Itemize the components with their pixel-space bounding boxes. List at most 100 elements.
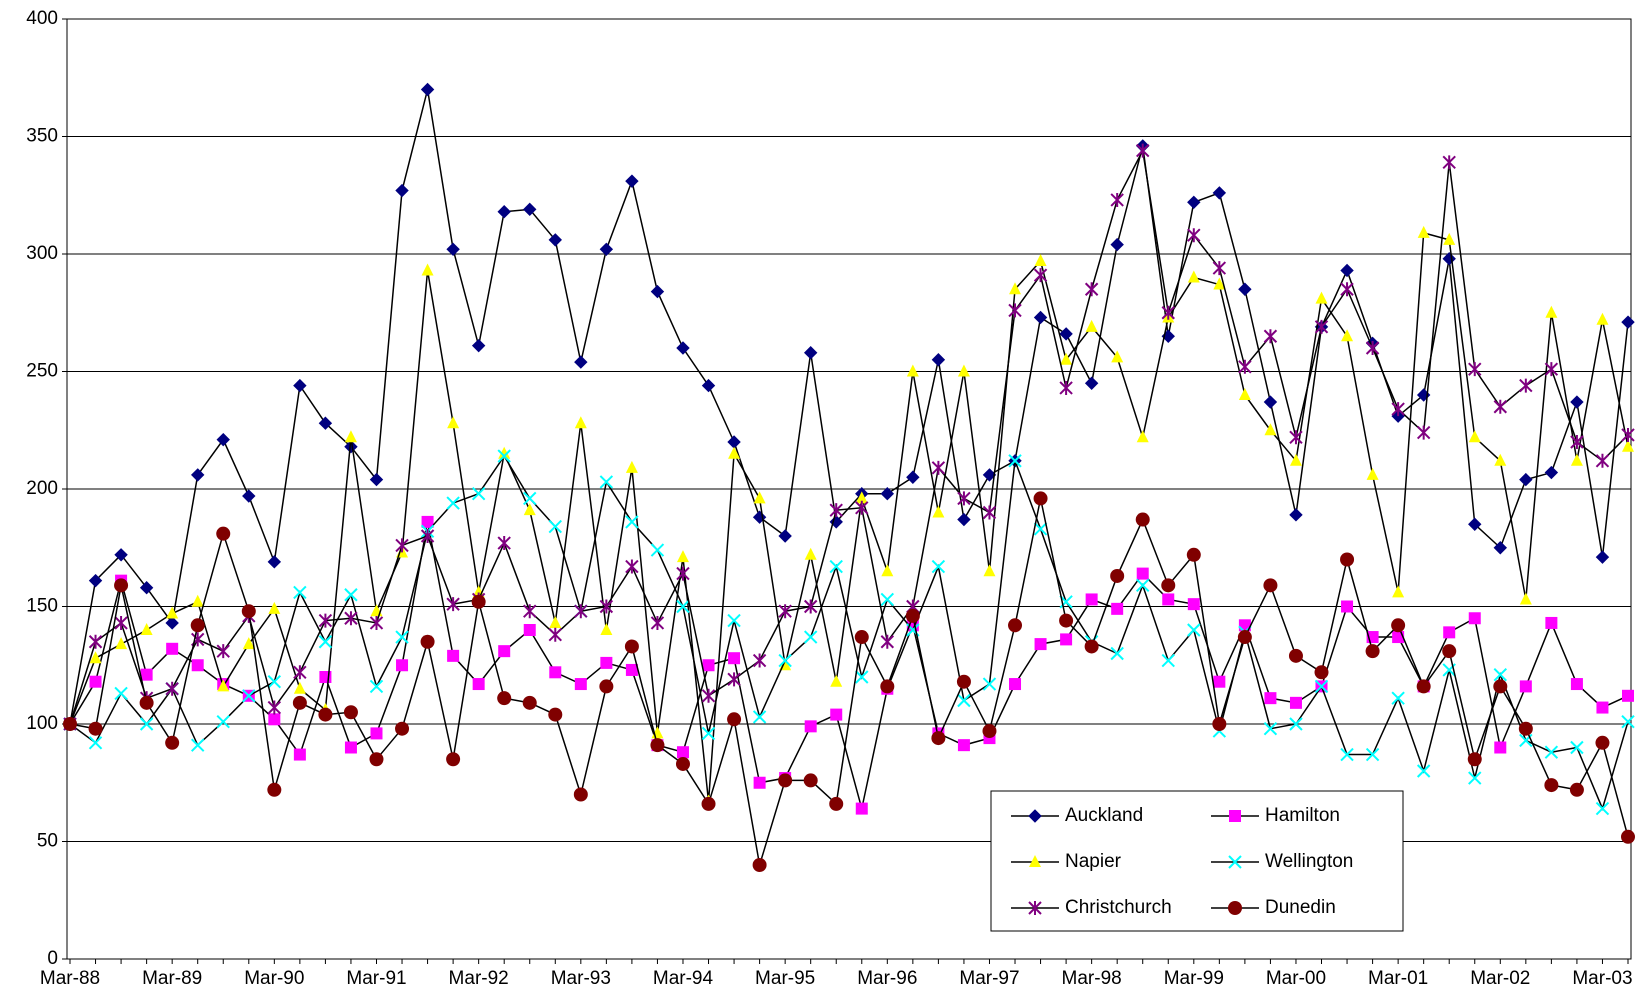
marker-x xyxy=(523,491,537,506)
marker-x xyxy=(1416,764,1431,778)
marker-star xyxy=(1110,192,1124,207)
marker-triangle xyxy=(344,430,357,443)
marker-star xyxy=(1212,261,1227,276)
marker-circle xyxy=(1391,618,1406,633)
marker-star xyxy=(855,500,869,515)
marker-circle xyxy=(1544,778,1559,793)
x-tick-label: Mar-03 xyxy=(1572,968,1632,989)
marker-x xyxy=(216,714,230,729)
marker-diamond xyxy=(778,529,792,543)
marker-star xyxy=(1544,362,1559,377)
marker-x xyxy=(803,630,818,644)
marker-triangle xyxy=(1519,592,1532,605)
marker-square xyxy=(1060,633,1073,646)
marker-diamond xyxy=(139,580,154,595)
series xyxy=(63,491,1635,872)
marker-star xyxy=(523,604,537,619)
marker-x xyxy=(1228,855,1242,869)
marker-star xyxy=(1028,901,1042,915)
marker-star xyxy=(1059,380,1073,395)
marker-triangle xyxy=(447,416,460,429)
x-tick-label: Mar-01 xyxy=(1368,968,1428,989)
marker-x xyxy=(1008,454,1022,468)
marker-circle xyxy=(395,721,410,736)
marker-triangle xyxy=(1417,225,1430,238)
marker-x xyxy=(752,710,767,724)
marker-triangle xyxy=(957,364,970,377)
marker-circle xyxy=(1621,829,1635,844)
marker-triangle xyxy=(906,364,919,377)
marker-circle xyxy=(267,782,282,797)
marker-square xyxy=(1229,810,1241,822)
marker-star xyxy=(1595,453,1610,468)
marker-square xyxy=(447,649,460,662)
marker-diamond xyxy=(1263,395,1278,409)
marker-square xyxy=(1111,602,1124,615)
marker-triangle xyxy=(600,623,613,635)
marker-diamond xyxy=(1595,550,1610,564)
marker-circle xyxy=(1569,782,1584,797)
x-tick-label: Mar-02 xyxy=(1470,968,1530,989)
marker-diamond xyxy=(318,416,333,430)
marker-diamond xyxy=(242,489,256,503)
marker-diamond xyxy=(165,616,179,630)
marker-circle xyxy=(1493,679,1508,694)
marker-star xyxy=(931,460,946,475)
marker-square xyxy=(728,652,741,665)
marker-diamond xyxy=(267,555,282,569)
marker-star xyxy=(1493,399,1508,414)
marker-square xyxy=(1162,593,1175,606)
marker-diamond xyxy=(1570,395,1584,409)
marker-diamond xyxy=(1110,237,1124,252)
marker-x xyxy=(676,599,690,614)
marker-circle xyxy=(727,712,742,727)
legend-label: Dunedin xyxy=(1265,897,1336,918)
marker-x xyxy=(599,475,614,489)
marker-star xyxy=(803,599,818,614)
marker-star xyxy=(625,559,639,574)
marker-x xyxy=(1493,667,1508,682)
marker-x xyxy=(1544,745,1559,759)
marker-star xyxy=(1314,319,1329,334)
marker-circle xyxy=(829,796,844,811)
marker-x xyxy=(190,738,205,752)
marker-circle xyxy=(343,705,358,720)
marker-star xyxy=(497,536,511,551)
marker-circle xyxy=(1008,618,1023,633)
y-tick-label: 0 xyxy=(47,948,58,969)
marker-triangle xyxy=(1570,453,1583,466)
marker-triangle xyxy=(1213,277,1226,290)
marker-triangle xyxy=(1034,254,1047,267)
marker-triangle xyxy=(268,601,281,614)
marker-x xyxy=(1314,679,1329,694)
marker-circle xyxy=(548,707,563,722)
marker-circle xyxy=(522,695,537,710)
marker-star xyxy=(599,599,614,614)
marker-circle xyxy=(1059,613,1074,628)
marker-x xyxy=(369,679,384,694)
marker-diamond xyxy=(1289,508,1303,522)
marker-circle xyxy=(1212,717,1227,731)
marker-square xyxy=(1622,689,1634,702)
x-tick-label: Mar-88 xyxy=(40,968,100,989)
marker-diamond xyxy=(497,204,511,219)
marker-x xyxy=(267,674,282,689)
marker-star xyxy=(1136,143,1150,158)
marker-x xyxy=(1033,522,1048,536)
marker-circle xyxy=(624,639,639,654)
marker-star xyxy=(880,634,895,649)
y-tick-label: 350 xyxy=(26,126,58,147)
marker-triangle xyxy=(728,446,741,459)
legend-label: Wellington xyxy=(1265,851,1353,872)
marker-circle xyxy=(1161,578,1176,593)
marker-star xyxy=(1621,427,1635,442)
marker-circle xyxy=(318,707,333,722)
legend-label: Hamilton xyxy=(1265,805,1340,826)
marker-square xyxy=(855,802,868,815)
marker-diamond xyxy=(1340,263,1354,278)
x-tick-label: Mar-96 xyxy=(857,968,917,989)
marker-square xyxy=(1519,680,1532,693)
marker-circle xyxy=(420,634,435,649)
marker-x xyxy=(293,585,307,600)
marker-x xyxy=(855,670,869,684)
